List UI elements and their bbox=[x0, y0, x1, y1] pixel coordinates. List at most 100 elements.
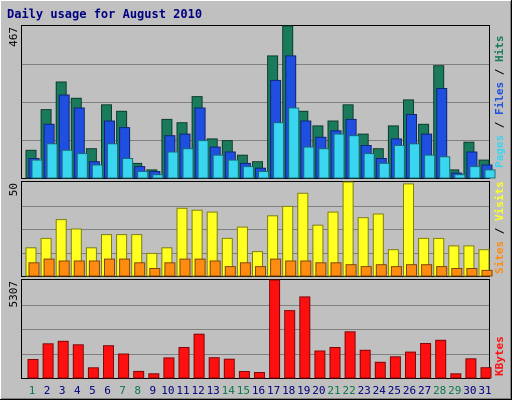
ymax-label-pages-files-hits: 467 bbox=[7, 27, 20, 47]
bar-sites-day-7 bbox=[119, 258, 131, 277]
bar-pages-day-12 bbox=[197, 140, 209, 179]
bar-sites-day-25 bbox=[390, 266, 402, 277]
bar-visits-day-22 bbox=[342, 181, 354, 277]
bar-pages-day-22 bbox=[348, 135, 360, 179]
bar-kbytes-day-15 bbox=[238, 371, 250, 379]
legend-separator: / bbox=[493, 115, 506, 135]
bar-pages-day-1 bbox=[31, 159, 43, 179]
bar-sites-day-20 bbox=[315, 262, 327, 277]
bar-pages-day-15 bbox=[242, 166, 254, 179]
legend-text: Pages / Files / Hits bbox=[493, 36, 506, 169]
bars-kbytes bbox=[27, 279, 492, 379]
bar-kbytes-day-2 bbox=[42, 343, 54, 379]
legend-text: Sites / Visits bbox=[493, 181, 506, 274]
bar-pages-day-16 bbox=[258, 171, 269, 179]
x-tick-label: 20 bbox=[312, 384, 325, 397]
bar-kbytes-day-21 bbox=[329, 347, 341, 379]
bar-pages-day-5 bbox=[91, 164, 103, 179]
bar-pages-day-31 bbox=[484, 169, 496, 179]
bar-kbytes-day-25 bbox=[389, 356, 401, 379]
bars-visits-sites bbox=[25, 181, 493, 277]
x-tick-label: 14 bbox=[222, 384, 236, 397]
bar-sites-day-1 bbox=[28, 262, 40, 277]
bar-pages-day-19 bbox=[303, 146, 315, 179]
bar-pages-day-9 bbox=[152, 174, 164, 179]
x-tick-label: 23 bbox=[358, 384, 371, 397]
x-tick-label: 25 bbox=[388, 384, 401, 397]
panel-visits-sites: 50 Sites / Visits bbox=[7, 181, 506, 277]
bar-kbytes-day-13 bbox=[208, 357, 220, 379]
x-tick-label: 24 bbox=[373, 384, 387, 397]
bar-pages-day-23 bbox=[363, 153, 375, 179]
bar-sites-day-21 bbox=[330, 262, 342, 277]
x-tick-label: 9 bbox=[149, 384, 156, 397]
bar-sites-day-19 bbox=[300, 260, 312, 277]
bar-pages-day-21 bbox=[333, 133, 345, 179]
bar-sites-day-11 bbox=[179, 258, 191, 277]
bar-sites-day-3 bbox=[58, 260, 70, 277]
bar-kbytes-day-10 bbox=[163, 357, 175, 379]
x-tick-label: 1 bbox=[29, 384, 36, 397]
x-tick-label: 8 bbox=[134, 384, 141, 397]
bar-kbytes-day-12 bbox=[193, 333, 205, 379]
bar-sites-day-16 bbox=[255, 266, 266, 277]
bar-visits-day-26 bbox=[403, 183, 414, 277]
bar-kbytes-day-28 bbox=[435, 339, 447, 379]
bar-sites-day-27 bbox=[421, 264, 433, 277]
bar-sites-day-22 bbox=[345, 264, 357, 277]
bar-kbytes-day-11 bbox=[178, 347, 190, 379]
bar-sites-day-4 bbox=[73, 260, 85, 277]
bar-pages-day-26 bbox=[409, 143, 420, 179]
x-tick-label: 19 bbox=[297, 384, 310, 397]
x-tick-label: 6 bbox=[104, 384, 111, 397]
x-tick-label: 29 bbox=[448, 384, 461, 397]
bar-kbytes-day-19 bbox=[299, 296, 311, 379]
bar-kbytes-day-22 bbox=[344, 331, 356, 379]
bar-pages-day-7 bbox=[122, 158, 134, 179]
legend-pages-files-hits: Pages / Files / Hits bbox=[493, 36, 506, 169]
bar-pages-day-8 bbox=[137, 171, 149, 179]
bar-pages-day-29 bbox=[454, 174, 466, 179]
bar-sites-day-26 bbox=[406, 264, 417, 277]
bar-kbytes-day-6 bbox=[103, 345, 114, 379]
bar-pages-day-24 bbox=[378, 162, 390, 179]
bar-pages-day-20 bbox=[318, 148, 330, 179]
bar-kbytes-day-1 bbox=[27, 359, 39, 379]
legend-visits: Visits bbox=[493, 181, 506, 221]
x-tick-label: 28 bbox=[433, 384, 446, 397]
x-tick-label: 31 bbox=[478, 384, 491, 397]
bar-sites-day-17 bbox=[270, 258, 282, 277]
legend-pages: Pages bbox=[493, 135, 506, 168]
bar-sites-day-13 bbox=[209, 260, 221, 277]
x-tick-label: 11 bbox=[176, 384, 189, 397]
bar-kbytes-day-30 bbox=[465, 358, 477, 379]
bar-kbytes-day-29 bbox=[450, 373, 462, 379]
bar-pages-day-3 bbox=[61, 149, 73, 179]
bar-sites-day-31 bbox=[481, 269, 493, 277]
bar-sites-day-24 bbox=[375, 264, 387, 277]
legend-kbytes: KBytes bbox=[493, 336, 506, 376]
bar-kbytes-day-17 bbox=[269, 279, 281, 379]
bar-sites-day-14 bbox=[224, 266, 236, 277]
bar-pages-day-30 bbox=[469, 166, 481, 179]
bar-kbytes-day-18 bbox=[284, 310, 296, 379]
bar-kbytes-day-9 bbox=[148, 373, 160, 379]
bar-pages-day-4 bbox=[76, 153, 88, 179]
bar-pages-day-10 bbox=[167, 151, 179, 179]
bar-kbytes-day-14 bbox=[223, 358, 235, 379]
bar-pages-day-11 bbox=[182, 148, 194, 179]
legend-visits-sites: Sites / Visits bbox=[493, 181, 506, 274]
x-tick-label: 5 bbox=[89, 384, 96, 397]
x-axis-labels: 1 2 3 4 5 6 7 8 9 10 11 12 13 14 15 16 17 18 19 20 21 22 23 24 2… bbox=[29, 384, 492, 397]
bar-kbytes-day-7 bbox=[118, 353, 130, 379]
bar-sites-day-29 bbox=[451, 268, 463, 277]
x-tick-label: 18 bbox=[282, 384, 295, 397]
x-tick-label: 3 bbox=[59, 384, 66, 397]
ymax-label-kbytes: 5307 bbox=[7, 281, 20, 308]
bars-pages-files-hits bbox=[25, 25, 496, 179]
bar-kbytes-day-3 bbox=[57, 340, 69, 379]
bar-pages-day-27 bbox=[424, 154, 436, 179]
bar-kbytes-day-20 bbox=[314, 350, 326, 379]
x-tick-label: 22 bbox=[342, 384, 355, 397]
legend-text: KBytes bbox=[493, 336, 506, 376]
